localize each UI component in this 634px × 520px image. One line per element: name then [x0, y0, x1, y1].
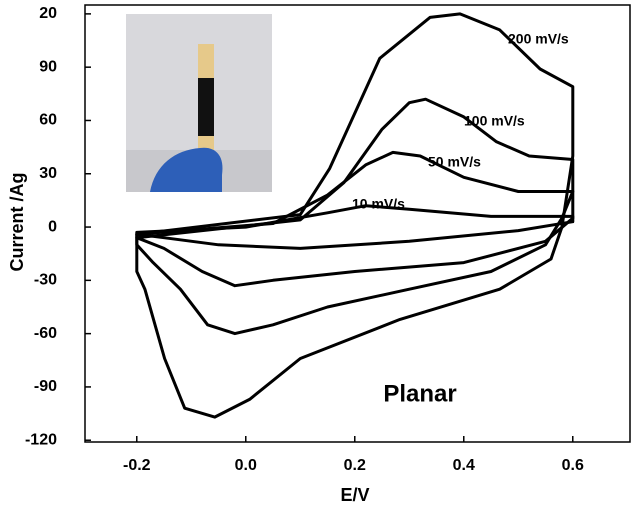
y-tick-label: 0: [48, 218, 57, 235]
series-label: 10 mV/s: [352, 196, 405, 212]
x-tick-label: -0.2: [123, 457, 151, 474]
y-tick-label: 20: [39, 5, 57, 22]
annotation: Planar: [383, 380, 456, 407]
cv-loop: [135, 204, 575, 250]
y-tick-label: 90: [39, 58, 57, 75]
x-tick-label: 0.0: [235, 457, 257, 474]
y-tick-label: 30: [39, 165, 57, 182]
series-label: 200 mV/s: [508, 31, 569, 47]
cv-loop: [135, 97, 575, 336]
y-tick-label: -90: [34, 378, 57, 395]
y-tick-label: -30: [34, 272, 57, 289]
x-tick-label: 0.6: [562, 457, 584, 474]
x-tick-label: 0.2: [344, 457, 366, 474]
y-tick-label: -60: [34, 325, 57, 342]
plot-frame: [84, 4, 631, 443]
x-tick-label: 0.4: [453, 457, 475, 474]
x-axis-label: E/V: [340, 485, 369, 505]
series-label: 100 mV/s: [464, 113, 525, 129]
y-axis-label: Current /Ag: [7, 173, 27, 272]
series-label: 50 mV/s: [428, 154, 481, 170]
inset-photo: [126, 14, 272, 192]
y-tick-label: -120: [25, 431, 57, 448]
cv-loop: [135, 12, 575, 419]
y-tick-label: 60: [39, 112, 57, 129]
